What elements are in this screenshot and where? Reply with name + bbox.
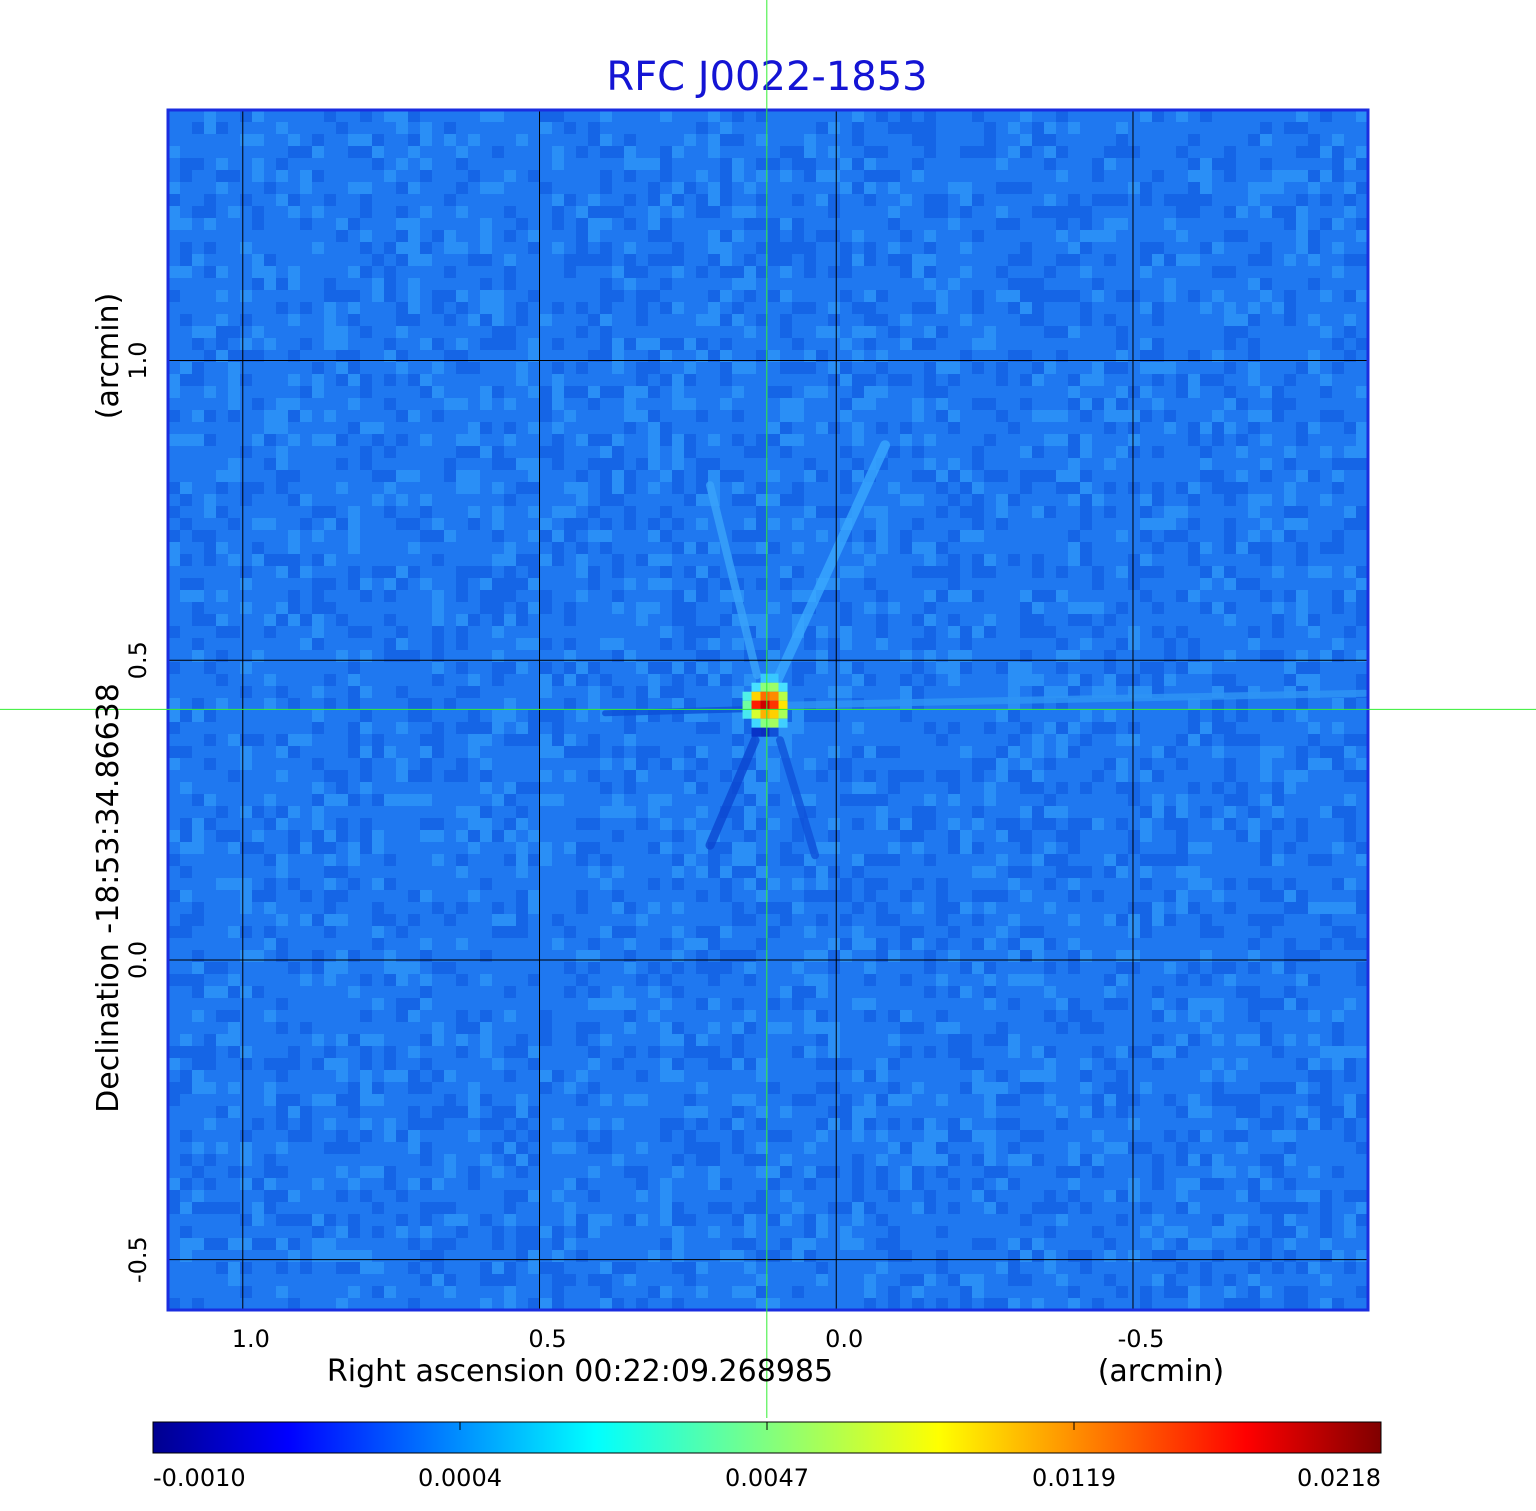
colorbar-tick-label: 0.0004 xyxy=(418,1464,502,1492)
source-pixel xyxy=(751,682,761,692)
plot-frame xyxy=(166,108,1370,1312)
source-pixel xyxy=(778,709,788,719)
crosshair xyxy=(0,0,1536,1418)
x-tick-label: -0.5 xyxy=(1118,1325,1165,1353)
source-pixel xyxy=(778,691,788,701)
source-pixel xyxy=(760,700,770,710)
x-tick-label: 0.5 xyxy=(528,1325,566,1353)
source-pixel xyxy=(742,709,752,719)
x-tick-label: 1.0 xyxy=(232,1325,270,1353)
colorbar-tick-label: 0.0218 xyxy=(1297,1464,1381,1492)
source-pixel xyxy=(760,727,770,737)
source-pixels xyxy=(742,673,788,737)
streak-4 xyxy=(705,735,760,850)
x-axis-label: Right ascension 00:22:09.268985 xyxy=(327,1354,833,1389)
source-pixel xyxy=(769,673,779,683)
source-pixel xyxy=(760,718,770,728)
streak-5 xyxy=(776,736,820,860)
x-tick-label: 0.0 xyxy=(825,1325,863,1353)
source-pixel xyxy=(769,691,779,701)
source-pixel xyxy=(751,691,761,701)
source-pixel xyxy=(751,718,761,728)
grid-lines xyxy=(168,110,1368,1310)
y-axis-unit: (arcmin) xyxy=(91,293,126,420)
source-pixel xyxy=(778,700,788,710)
source-pixel xyxy=(742,691,752,701)
streak-2 xyxy=(781,689,1368,709)
y-axis-label: Declination -18:53:34.86638 xyxy=(91,683,126,1113)
source-pixel xyxy=(760,682,770,692)
source-features xyxy=(602,440,1368,860)
streak-0 xyxy=(770,440,891,691)
source-pixel xyxy=(778,718,788,728)
x-tick-labels: 1.0 0.5 0.0 -0.5 xyxy=(232,1325,1165,1353)
source-pixel xyxy=(751,727,761,737)
source-pixel xyxy=(778,682,788,692)
colorbar-tick-label: -0.0010 xyxy=(153,1464,246,1492)
source-pixel xyxy=(751,700,761,710)
source-pixel xyxy=(751,709,761,719)
colorbar-tick-label: 0.0047 xyxy=(725,1464,809,1492)
source-pixel xyxy=(760,691,770,701)
source-pixel xyxy=(769,682,779,692)
source-pixel xyxy=(769,709,779,719)
colorbar-tick-label: 0.0119 xyxy=(1032,1464,1116,1492)
plot-area xyxy=(168,110,1368,1310)
y-tick-labels: 1.0 0.5 0.0 -0.5 xyxy=(124,341,152,1283)
x-axis-unit: (arcmin) xyxy=(1098,1354,1225,1389)
source-pixel xyxy=(769,718,779,728)
source-pixel xyxy=(769,727,779,737)
y-tick-label: -0.5 xyxy=(124,1236,152,1283)
y-tick-label: 1.0 xyxy=(124,341,152,379)
colorbar-ticks: -0.0010 0.0004 0.0047 0.0119 0.0218 xyxy=(152,1422,1382,1492)
streak-1 xyxy=(706,481,762,680)
source-pixel xyxy=(742,700,752,710)
y-tick-label: 0.5 xyxy=(124,641,152,679)
y-tick-label: 0.0 xyxy=(124,941,152,979)
source-pixel xyxy=(760,673,770,683)
source-pixel xyxy=(760,709,770,719)
source-pixel xyxy=(769,700,779,710)
